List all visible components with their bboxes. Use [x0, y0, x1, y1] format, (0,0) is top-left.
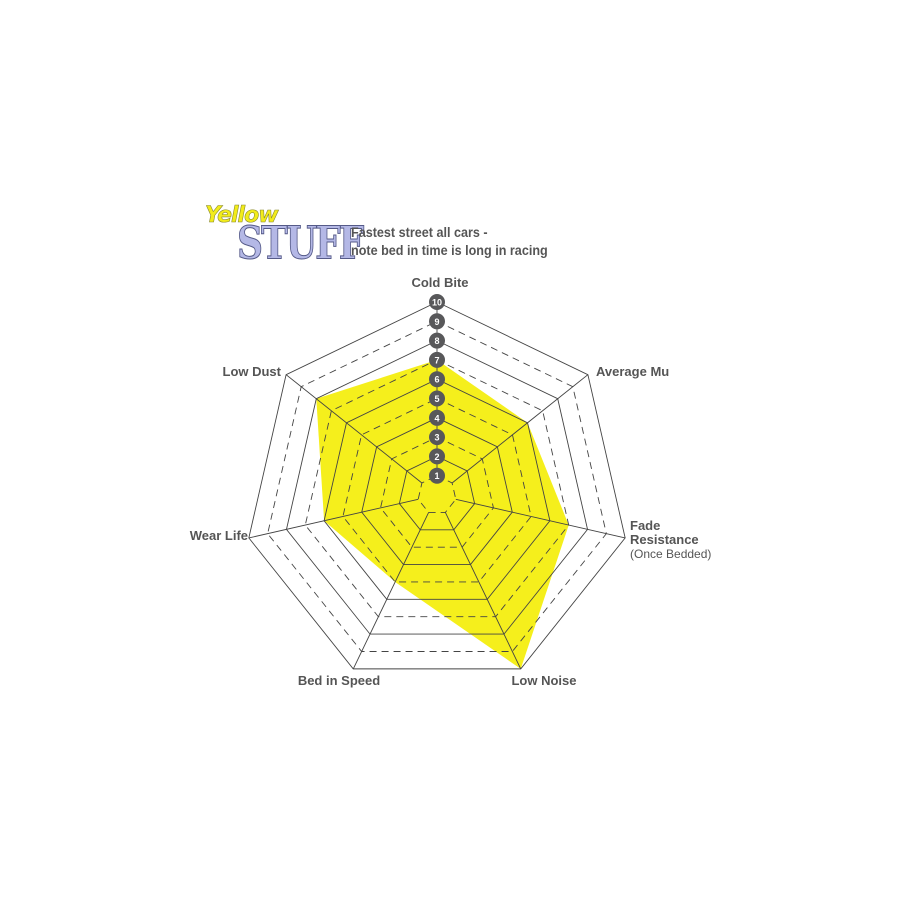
scale-tick-label: 2: [434, 452, 439, 462]
data-area: [316, 359, 569, 669]
scale-tick-label: 1: [434, 471, 439, 481]
scale-tick-label: 8: [434, 336, 439, 346]
logo-yellow-text: Yellow: [205, 203, 279, 229]
grid-ring-8: [285, 340, 589, 635]
axis-spoke: [248, 498, 419, 539]
scale-tick-label: 6: [434, 375, 439, 385]
axis-spoke: [352, 512, 430, 670]
axis-label-part: Fade: [630, 518, 660, 533]
scale-tick-label: 9: [434, 317, 439, 327]
axis-spoke: [444, 512, 522, 670]
yellow-stuff-logo: Yellow STUFF: [203, 203, 365, 270]
grid-ring-1: [417, 475, 457, 513]
axis-label: Average Mu: [596, 364, 669, 379]
grid-ring-6: [323, 378, 551, 600]
scale-marker: [429, 351, 445, 368]
chart-subtitle: Fastest street all cars - note bed in ti…: [351, 223, 548, 259]
scale-marker: [429, 371, 445, 388]
grid-ring-3: [380, 436, 494, 548]
axis-label: Cold Bite: [411, 275, 468, 290]
grid-ring-2: [398, 455, 476, 531]
scale-tick-label: 7: [434, 355, 439, 365]
axis-spoke: [451, 374, 589, 484]
scale-tick-label: 3: [434, 433, 439, 443]
scale-marker: [429, 429, 445, 446]
scale-tick-label: 5: [434, 394, 439, 404]
axis-label: Low Dust: [223, 364, 282, 379]
grid-ring-9: [267, 320, 607, 652]
axis-spoke: [455, 498, 626, 539]
scale-marker: [429, 409, 445, 426]
axis-sublabel: (Once Bedded): [630, 547, 711, 561]
grid-ring-7: [304, 359, 570, 618]
scale-marker: [429, 294, 445, 310]
axis-label-part: Resistance: [630, 532, 699, 547]
scale-marker: [429, 313, 445, 330]
logo-stuff-text: STUFF: [237, 217, 365, 271]
grid-ring-4: [361, 417, 513, 566]
axis-spoke: [285, 374, 423, 484]
subtitle-line-2: note bed in time is long in racing: [351, 242, 548, 258]
scale-marker: [429, 390, 445, 407]
axis-label: Wear Life: [190, 528, 248, 543]
subtitle-line-1: Fastest street all cars -: [351, 224, 488, 240]
scale-marker: [429, 332, 445, 349]
scale-tick-label: 4: [434, 413, 439, 423]
scale-marker: [429, 467, 445, 484]
axis-label: Low Noise: [511, 673, 576, 688]
axis-label: Bed in Speed: [298, 673, 380, 688]
grid-ring-5: [342, 398, 532, 583]
scale-marker: [429, 448, 445, 465]
grid-ring-10: [248, 301, 626, 670]
scale-tick-label: 10: [432, 298, 442, 308]
